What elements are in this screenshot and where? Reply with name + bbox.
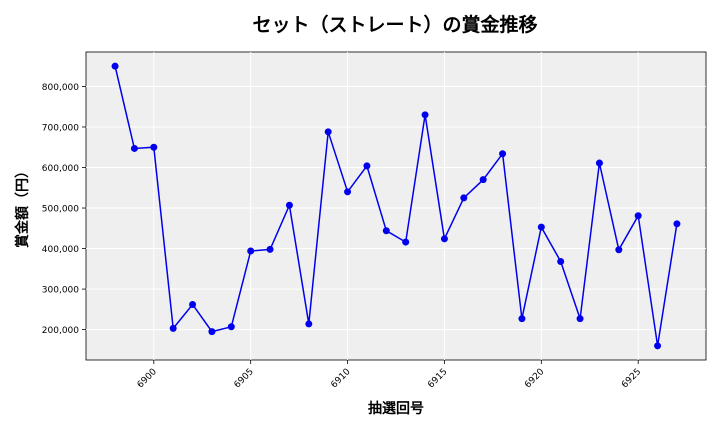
y-axis: 200,000 300,000 400,000 500,000 600,000 700,0… xyxy=(42,83,86,336)
data-point xyxy=(557,258,565,266)
data-point xyxy=(615,246,623,254)
data-point xyxy=(382,227,390,235)
data-point xyxy=(654,342,662,350)
data-point xyxy=(227,323,235,331)
x-tick-label: 6910 xyxy=(329,367,352,390)
y-tick-label: 300,000 xyxy=(42,286,79,296)
plot-area xyxy=(85,51,707,361)
data-point xyxy=(305,320,313,328)
data-point xyxy=(247,247,255,255)
data-point xyxy=(479,176,487,184)
series-line xyxy=(114,66,678,346)
data-point xyxy=(169,324,177,332)
x-tick-label: 6915 xyxy=(426,367,449,390)
x-axis-label: 抽選回号 xyxy=(368,400,424,417)
data-point xyxy=(150,143,158,151)
data-point xyxy=(518,315,526,323)
y-tick-label: 700,000 xyxy=(42,123,79,133)
data-point xyxy=(285,201,293,209)
data-point xyxy=(111,62,119,70)
x-tick-label: 6920 xyxy=(523,367,546,390)
data-point xyxy=(130,144,138,152)
data-point xyxy=(421,111,429,119)
x-tick-label: 6905 xyxy=(233,367,256,390)
data-point xyxy=(595,159,603,167)
y-tick-label: 400,000 xyxy=(42,245,79,255)
y-tick-label: 800,000 xyxy=(42,83,79,93)
data-point xyxy=(673,220,681,228)
data-point xyxy=(266,245,274,253)
chart-title: セット（ストレート）の賞金推移 xyxy=(252,13,537,36)
data-point xyxy=(324,128,332,136)
data-point xyxy=(460,194,468,202)
x-axis: 6900 6905 6910 6915 6920 6925 xyxy=(136,360,643,390)
y-tick-label: 600,000 xyxy=(42,164,79,174)
x-tick-label: 6900 xyxy=(136,367,159,390)
y-axis-label: 賞金額（円） xyxy=(14,164,31,248)
y-tick-label: 500,000 xyxy=(42,205,79,215)
data-point xyxy=(537,223,545,231)
data-point xyxy=(499,150,507,158)
data-point xyxy=(634,212,642,220)
grid-lines xyxy=(86,52,706,360)
data-point xyxy=(344,188,352,196)
series-group xyxy=(111,62,681,350)
y-tick-label: 200,000 xyxy=(42,326,79,336)
x-tick-label: 6925 xyxy=(620,367,643,390)
data-point xyxy=(363,162,371,170)
data-point xyxy=(402,238,410,246)
data-point xyxy=(440,235,448,243)
data-point xyxy=(189,300,197,308)
data-point xyxy=(208,328,216,336)
data-point xyxy=(576,315,584,323)
